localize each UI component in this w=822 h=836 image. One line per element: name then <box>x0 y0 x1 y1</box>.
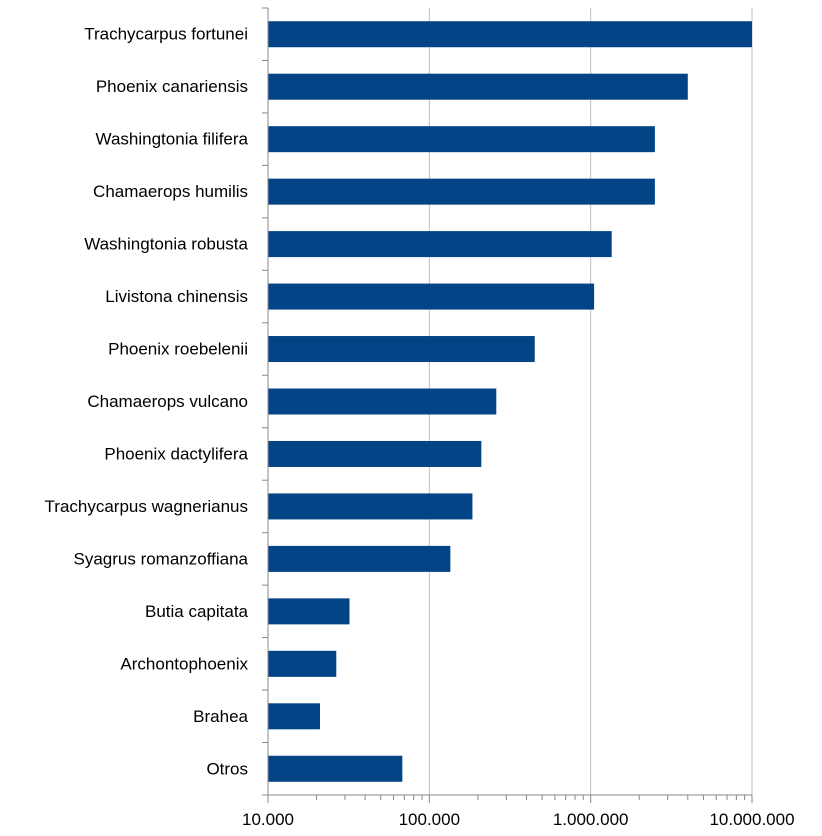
category-label: Syagrus romanzoffiana <box>73 549 248 568</box>
category-label: Washingtonia robusta <box>84 235 248 254</box>
bar <box>268 703 320 730</box>
bar <box>268 650 337 677</box>
category-label: Chamaerops humilis <box>93 182 248 201</box>
bar <box>268 231 612 258</box>
bars <box>268 21 752 782</box>
bar <box>268 545 451 572</box>
category-label: Livistona chinensis <box>105 287 248 306</box>
bar <box>268 21 752 48</box>
bar <box>268 598 350 625</box>
category-label: Chamaerops vulcano <box>87 392 248 411</box>
bar <box>268 440 482 467</box>
category-label: Butia capitata <box>145 602 249 621</box>
category-labels: Trachycarpus fortunei Phoenix canariensis… <box>45 25 249 779</box>
x-tick-label: 10.000 <box>242 810 294 829</box>
bar <box>268 755 403 782</box>
category-label: Phoenix canariensis <box>96 77 248 96</box>
bar <box>268 283 595 310</box>
bar <box>268 493 473 520</box>
category-label: Washingtonia filifera <box>96 130 249 149</box>
x-tick-label: 100.000 <box>399 810 460 829</box>
category-label: Brahea <box>193 707 248 726</box>
bar <box>268 126 655 153</box>
x-tick-label: 10.000.000 <box>709 810 794 829</box>
x-tick-labels: 10.000 100.000 1.000.000 10.000.000 <box>242 810 795 829</box>
category-label: Trachycarpus wagnerianus <box>45 497 248 516</box>
axes <box>262 7 753 803</box>
category-label: Otros <box>206 759 248 778</box>
category-label: Trachycarpus fortunei <box>84 25 248 44</box>
bar <box>268 336 535 363</box>
x-tick-label: 1.000.000 <box>553 810 629 829</box>
category-label: Phoenix roebelenii <box>108 340 248 359</box>
category-label: Phoenix dactylifera <box>104 444 248 463</box>
bar <box>268 178 655 205</box>
bar <box>268 388 497 415</box>
category-label: Archontophoenix <box>120 654 248 673</box>
bar <box>268 73 688 100</box>
